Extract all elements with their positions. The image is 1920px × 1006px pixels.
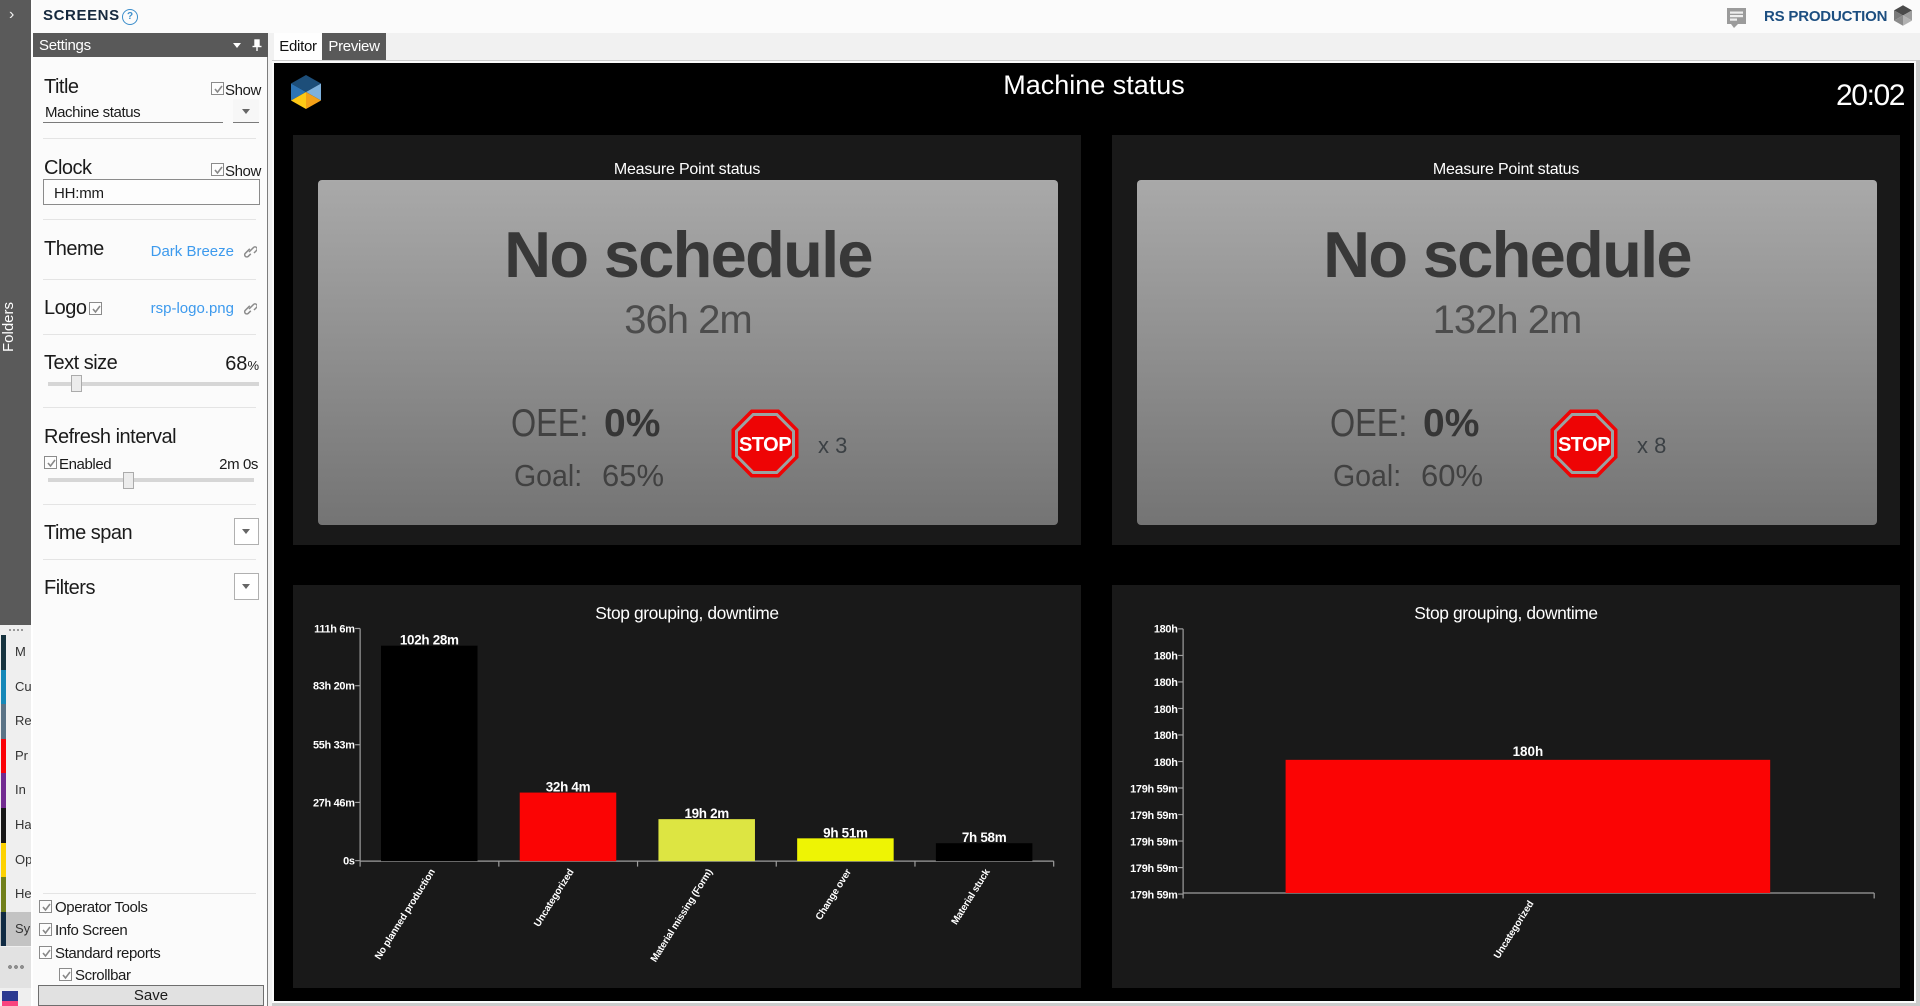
svg-text:Change over: Change over bbox=[814, 867, 854, 922]
svg-text:STOP: STOP bbox=[1558, 434, 1610, 456]
svg-text:83h 20m: 83h 20m bbox=[313, 681, 355, 693]
svg-text:180h: 180h bbox=[1513, 744, 1544, 759]
svg-text:180h: 180h bbox=[1154, 624, 1178, 636]
svg-text:Material stuck: Material stuck bbox=[950, 867, 993, 927]
svg-text:No planned production: No planned production bbox=[373, 867, 438, 962]
svg-text:Material missing (Form): Material missing (Form) bbox=[649, 867, 715, 964]
svg-text:179h 59m: 179h 59m bbox=[1130, 889, 1178, 901]
svg-text:179h 59m: 179h 59m bbox=[1130, 836, 1178, 848]
svg-text:7h 58m: 7h 58m bbox=[962, 830, 1007, 845]
svg-text:Stop grouping, downtime: Stop grouping, downtime bbox=[595, 603, 778, 623]
svg-text:179h 59m: 179h 59m bbox=[1130, 810, 1178, 822]
svg-text:180h: 180h bbox=[1154, 730, 1178, 742]
svg-text:32h 4m: 32h 4m bbox=[546, 780, 591, 795]
svg-text:179h 59m: 179h 59m bbox=[1130, 783, 1178, 795]
svg-text:179h 59m: 179h 59m bbox=[1130, 863, 1178, 875]
svg-text:180h: 180h bbox=[1154, 757, 1178, 769]
svg-text:180h: 180h bbox=[1154, 677, 1178, 689]
svg-text:102h 28m: 102h 28m bbox=[400, 633, 459, 648]
svg-text:STOP: STOP bbox=[739, 434, 791, 456]
svg-text:Uncategorized: Uncategorized bbox=[1492, 899, 1536, 961]
svg-text:180h: 180h bbox=[1154, 651, 1178, 663]
svg-text:Stop grouping, downtime: Stop grouping, downtime bbox=[1414, 603, 1597, 623]
svg-text:9h 51m: 9h 51m bbox=[823, 825, 868, 840]
svg-text:Uncategorized: Uncategorized bbox=[532, 867, 576, 929]
svg-text:55h 33m: 55h 33m bbox=[313, 740, 355, 752]
svg-text:27h 46m: 27h 46m bbox=[313, 797, 355, 809]
svg-text:0s: 0s bbox=[343, 856, 355, 868]
svg-text:111h 6m: 111h 6m bbox=[314, 623, 355, 635]
svg-text:19h 2m: 19h 2m bbox=[684, 806, 729, 821]
svg-text:180h: 180h bbox=[1154, 704, 1178, 716]
